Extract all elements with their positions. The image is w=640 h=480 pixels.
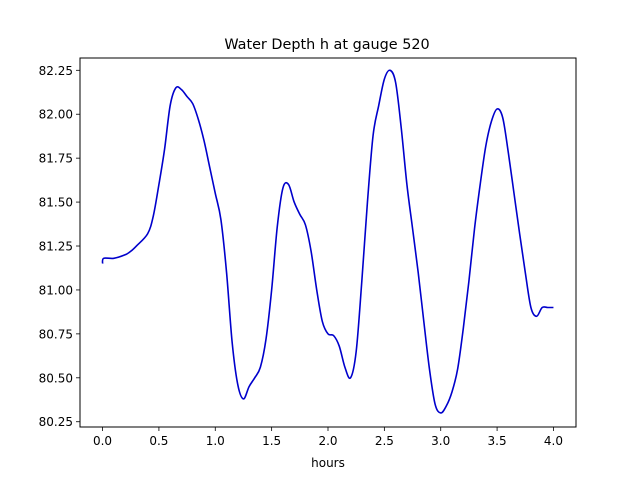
- x-tick-label: 2.5: [375, 434, 394, 448]
- x-tick-label: 2.0: [318, 434, 337, 448]
- y-tick-label: 82.00: [39, 108, 73, 122]
- chart-title: Water Depth h at gauge 520: [224, 37, 429, 53]
- y-tick-label: 80.50: [39, 371, 73, 385]
- y-tick-label: 80.25: [39, 415, 73, 429]
- y-axis: 80.25 80.50 80.75 81.00 81.25 81.50 81.75 82.00…: [39, 64, 80, 429]
- x-tick-label: 3.0: [431, 434, 450, 448]
- y-tick-label: 82.25: [39, 64, 73, 78]
- y-tick-label: 81.75: [39, 152, 73, 166]
- series-line-0: [101, 69, 554, 414]
- x-tick-label: 1.5: [262, 434, 281, 448]
- y-tick-label: 81.25: [39, 240, 73, 254]
- x-tick-label: 0.0: [93, 434, 112, 448]
- x-tick-label: 4.0: [544, 434, 563, 448]
- y-tick-label: 80.75: [39, 327, 73, 341]
- y-tick-label: 81.00: [39, 283, 73, 297]
- x-tick-label: 0.5: [149, 434, 168, 448]
- x-tick-label: 3.5: [488, 434, 507, 448]
- x-axis: 0.0 0.5 1.0 1.5 2.0 2.5 3.0 3.5 4.0: [93, 427, 563, 448]
- x-axis-label: hours: [311, 456, 345, 470]
- y-tick-label: 81.50: [39, 196, 73, 210]
- x-tick-label: 1.0: [206, 434, 225, 448]
